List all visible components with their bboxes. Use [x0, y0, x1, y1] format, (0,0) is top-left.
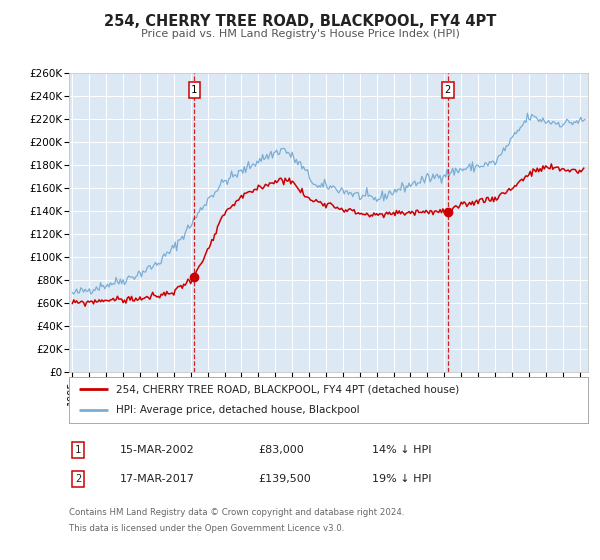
- Text: HPI: Average price, detached house, Blackpool: HPI: Average price, detached house, Blac…: [116, 405, 359, 416]
- Text: Price paid vs. HM Land Registry's House Price Index (HPI): Price paid vs. HM Land Registry's House …: [140, 29, 460, 39]
- Text: 254, CHERRY TREE ROAD, BLACKPOOL, FY4 4PT (detached house): 254, CHERRY TREE ROAD, BLACKPOOL, FY4 4P…: [116, 384, 459, 394]
- Text: 14% ↓ HPI: 14% ↓ HPI: [372, 445, 431, 455]
- Text: 1: 1: [191, 85, 197, 95]
- Text: 19% ↓ HPI: 19% ↓ HPI: [372, 474, 431, 484]
- Text: £139,500: £139,500: [258, 474, 311, 484]
- Text: Contains HM Land Registry data © Crown copyright and database right 2024.: Contains HM Land Registry data © Crown c…: [69, 508, 404, 517]
- Text: 2: 2: [75, 474, 81, 484]
- Text: This data is licensed under the Open Government Licence v3.0.: This data is licensed under the Open Gov…: [69, 524, 344, 533]
- Text: 1: 1: [75, 445, 81, 455]
- Text: 17-MAR-2017: 17-MAR-2017: [120, 474, 195, 484]
- Text: 15-MAR-2002: 15-MAR-2002: [120, 445, 195, 455]
- Text: 254, CHERRY TREE ROAD, BLACKPOOL, FY4 4PT: 254, CHERRY TREE ROAD, BLACKPOOL, FY4 4P…: [104, 14, 496, 29]
- Text: 2: 2: [445, 85, 451, 95]
- Text: £83,000: £83,000: [258, 445, 304, 455]
